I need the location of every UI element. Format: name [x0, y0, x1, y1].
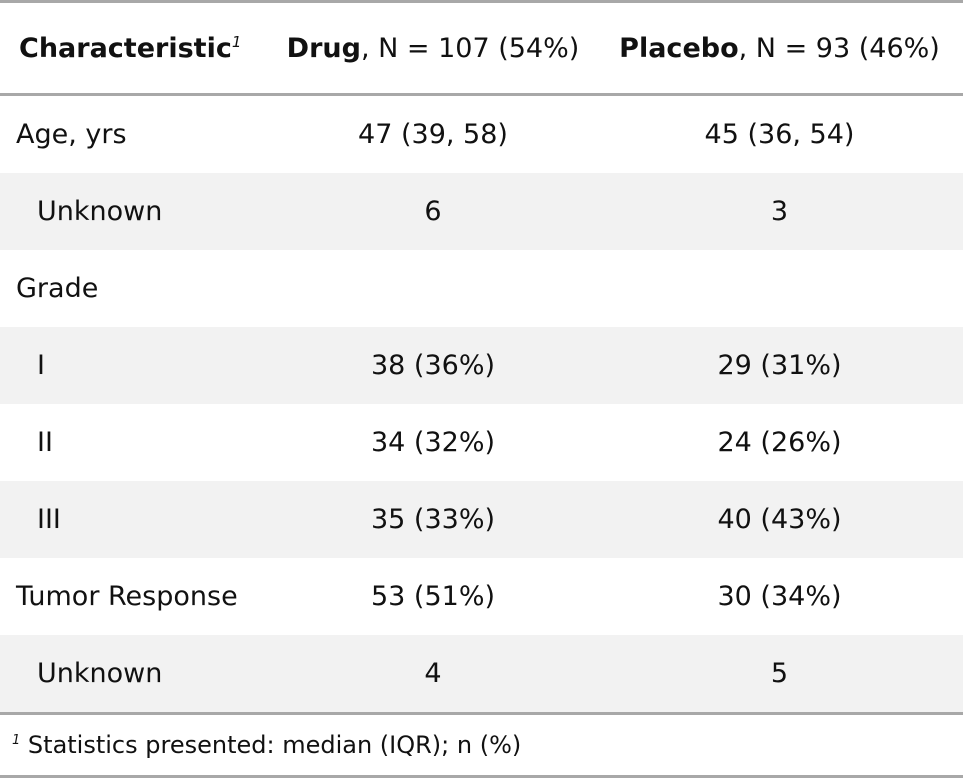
header-characteristic: Characteristic1 [0, 0, 270, 96]
row-label: Tumor Response [16, 581, 238, 612]
header-row: Characteristic1 Drug, N = 107 (54%) Plac… [0, 0, 963, 96]
placebo-cell [596, 250, 963, 327]
row-label: III [0, 481, 270, 558]
drug-cell: 47 (39, 58) [358, 119, 508, 150]
drug-cell: 38 (36%) [270, 327, 596, 404]
row-label: II [37, 427, 53, 458]
row-label: Age, yrs [16, 119, 127, 150]
placebo-cell: 3 [596, 173, 963, 250]
table-row: II 34 (32%) 24 (26%) [0, 404, 963, 481]
footnote-row: 1 Statistics presented: median (IQR); n … [0, 713, 963, 778]
header-placebo: Placebo, N = 93 (46%) [596, 0, 963, 96]
drug-cell: 4 [270, 635, 596, 715]
characteristic-label: Characteristic [19, 32, 232, 64]
table-row: I 38 (36%) 29 (31%) [0, 327, 963, 404]
footnote-marker: 1 [12, 733, 21, 748]
drug-cell: 6 [270, 173, 596, 250]
drug-group-n: , N = 107 (54%) [360, 32, 580, 64]
drug-cell [270, 250, 596, 327]
footnote: 1 Statistics presented: median (IQR); n … [0, 713, 963, 778]
table-row: Tumor Response 53 (51%) 30 (34%) [0, 558, 963, 635]
drug-cell: 35 (33%) [270, 481, 596, 558]
row-label: Unknown [0, 173, 270, 250]
row-label: Unknown [0, 635, 270, 715]
placebo-group-n: , N = 93 (46%) [738, 32, 940, 64]
header-drug: Drug, N = 107 (54%) [270, 0, 596, 96]
table-row: Unknown 4 5 [0, 635, 963, 715]
table-row: III 35 (33%) 40 (43%) [0, 481, 963, 558]
row-label: I [0, 327, 270, 404]
placebo-group-name: Placebo [619, 32, 739, 64]
placebo-cell: 45 (36, 54) [704, 119, 855, 150]
placebo-cell: 24 (26%) [717, 427, 842, 458]
placebo-cell: 29 (31%) [596, 327, 963, 404]
drug-cell: 34 (32%) [370, 427, 496, 458]
placebo-cell: 40 (43%) [596, 481, 963, 558]
footnote-marker: 1 [231, 32, 242, 51]
placebo-cell: 30 (34%) [717, 581, 842, 612]
table-row: Age, yrs 47 (39, 58) 45 (36, 54) [0, 95, 963, 174]
footnote-text: Statistics presented: median (IQR); n (%… [27, 731, 522, 759]
table-row: Grade [0, 250, 963, 327]
row-label: Grade [16, 273, 99, 304]
table-row: Unknown 6 3 [0, 173, 963, 250]
placebo-cell: 5 [596, 635, 963, 715]
drug-cell: 53 (51%) [370, 581, 496, 612]
drug-group-name: Drug [286, 32, 361, 64]
